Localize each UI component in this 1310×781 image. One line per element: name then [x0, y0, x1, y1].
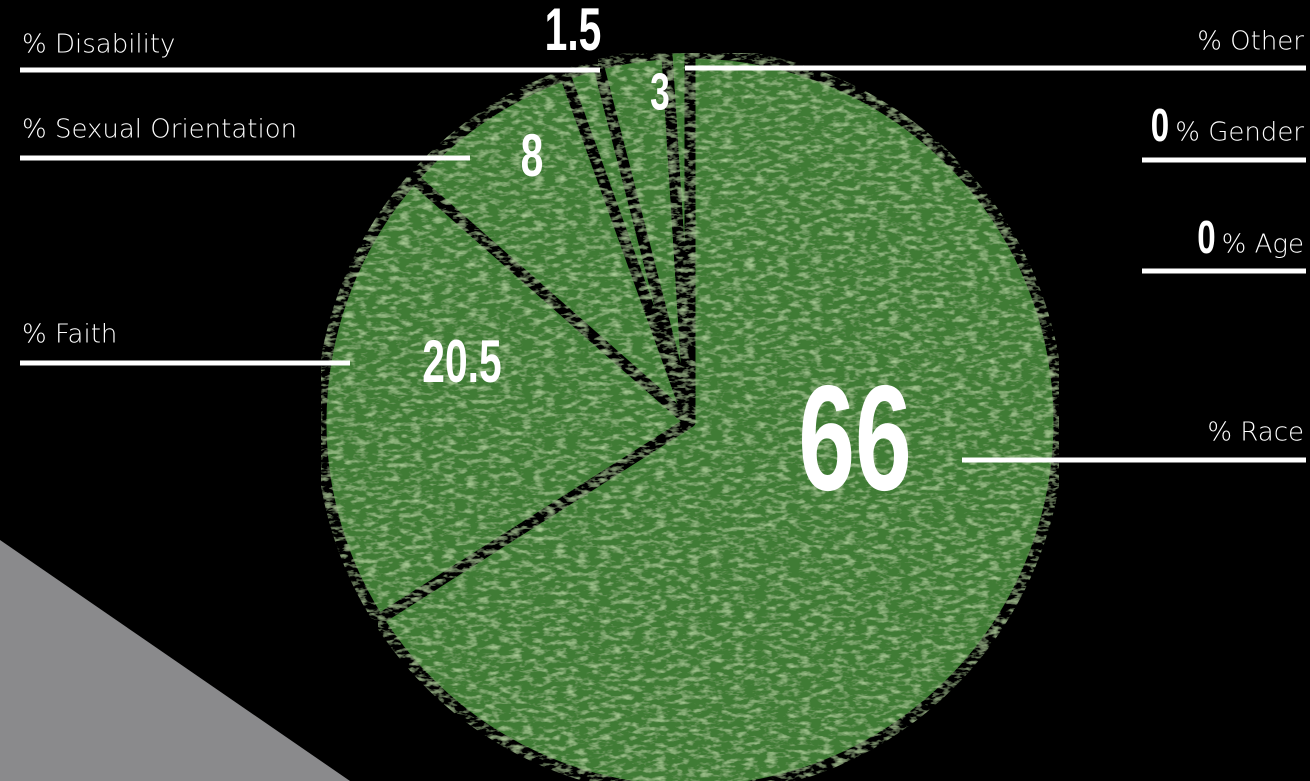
value-label: 1.5: [545, 0, 602, 63]
value-label: 8: [521, 122, 544, 189]
category-label: % Sexual Orientation: [22, 115, 297, 145]
value-label: 20.5: [422, 328, 501, 395]
value-label: 66: [798, 355, 911, 522]
decor-shape: [0, 540, 350, 781]
category-label: % Age: [1222, 230, 1304, 260]
pie-slice: [661, 48, 696, 428]
category-label: % Faith: [22, 320, 117, 350]
labels: % Race 66 % Faith 20.5 % Sexual Orientation 8…: [20, 0, 1306, 522]
category-label: % Gender: [1175, 118, 1304, 148]
pie: [315, 47, 1065, 781]
value-label: 3: [650, 64, 670, 121]
pie-slice: [315, 172, 696, 626]
value-label: 0: [1151, 101, 1169, 151]
category-label: % Other: [1197, 27, 1304, 57]
pie-slice: [372, 47, 1065, 781]
category-label: % Race: [1207, 418, 1304, 448]
value-label: 0: [1197, 213, 1215, 263]
category-label: % Disability: [22, 30, 175, 60]
pie-slice: [407, 69, 696, 428]
